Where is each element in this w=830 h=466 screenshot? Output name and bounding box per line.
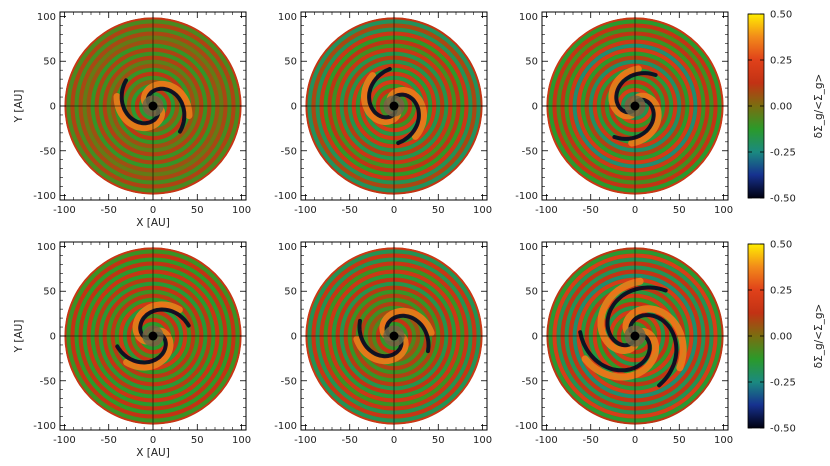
panel-0-2: -100 -50 0 50 100 -100 -50 0 50 100 [515, 11, 733, 216]
y-tick-label: 0 [50, 332, 56, 343]
y-tick-label: -50 [40, 146, 56, 157]
colorbar-tick-label: -0.25 [770, 378, 796, 389]
y-tick-label: 0 [50, 102, 56, 113]
y-tick-label: -100 [515, 421, 538, 432]
colorbar-tick-label: 0.00 [770, 332, 792, 343]
x-tick-label: 50 [673, 435, 686, 446]
spiral-arm-positive [581, 328, 660, 381]
x-tick-label: -100 [535, 435, 558, 446]
y-tick-label: -50 [522, 376, 538, 387]
x-tick-label: -50 [583, 435, 599, 446]
y-tick-label: -100 [274, 421, 297, 432]
x-tick-label: 0 [391, 435, 397, 446]
y-tick-label: -100 [515, 191, 538, 202]
x-tick-label: 100 [232, 435, 251, 446]
y-tick-label: 50 [43, 57, 56, 68]
x-tick-label: -100 [53, 435, 76, 446]
x-tick-label: 0 [632, 205, 638, 216]
y-tick-label: -50 [281, 146, 297, 157]
colorbar-tick-label: -0.50 [770, 424, 796, 435]
colorbar-tick-label: 0.25 [770, 56, 792, 67]
x-tick-label: -50 [342, 435, 358, 446]
y-tick-label: 100 [519, 242, 538, 253]
y-tick-label: 0 [532, 332, 538, 343]
x-tick-label: 50 [191, 205, 204, 216]
x-tick-label: -50 [342, 205, 358, 216]
x-tick-label: 0 [150, 205, 156, 216]
x-tick-label: -100 [294, 205, 317, 216]
colorbar-tick-label: 0.25 [770, 286, 792, 297]
x-tick-label: -50 [101, 435, 117, 446]
x-tick-label: 0 [150, 435, 156, 446]
x-tick-label: -100 [535, 205, 558, 216]
x-axis-label: X [AU] [136, 447, 170, 459]
y-tick-label: 100 [278, 242, 297, 253]
x-tick-label: -50 [101, 205, 117, 216]
x-tick-label: 0 [391, 205, 397, 216]
y-tick-label: 50 [284, 57, 297, 68]
colorbar-0: 0.50 0.25 0.00 -0.25 -0.50 δΣ_g/<Σ_g> [747, 10, 825, 205]
y-tick-label: 50 [43, 287, 56, 298]
x-tick-label: 50 [432, 435, 445, 446]
y-tick-label: -100 [33, 421, 56, 432]
x-tick-label: 100 [714, 205, 733, 216]
spiral-arm-negative [605, 285, 668, 348]
panel-0-0: -100 -50 0 50 100 -100 -50 0 50 100 Y [AU] X [AU] [13, 11, 251, 229]
y-tick-label: 100 [519, 12, 538, 23]
x-tick-label: 100 [473, 205, 492, 216]
y-tick-label: -100 [33, 191, 56, 202]
spiral-arm-positive [597, 277, 644, 354]
x-tick-label: 100 [473, 435, 492, 446]
x-tick-label: 50 [432, 205, 445, 216]
y-tick-label: 50 [525, 57, 538, 68]
colorbar-label: δΣ_g/<Σ_g> [813, 304, 825, 369]
panel-1-1: -100 -50 0 50 100 -100 -50 0 50 100 [274, 241, 492, 446]
colorbar-1: 0.50 0.25 0.00 -0.25 -0.50 δΣ_g/<Σ_g> [747, 240, 825, 435]
colorbar-tick-label: -0.25 [770, 148, 796, 159]
y-tick-label: 100 [37, 12, 56, 23]
y-tick-label: 0 [532, 102, 538, 113]
y-tick-label: 50 [525, 287, 538, 298]
y-tick-label: 100 [37, 242, 56, 253]
x-tick-label: -100 [53, 205, 76, 216]
y-tick-label: -100 [274, 191, 297, 202]
spiral-arm-positive [622, 305, 687, 372]
y-tick-label: 0 [291, 332, 297, 343]
spiral-arm-negative [628, 313, 679, 388]
x-tick-label: 50 [673, 205, 686, 216]
x-tick-label: -50 [583, 205, 599, 216]
colorbar-tick-label: -0.50 [770, 194, 796, 205]
panel-1-0: -100 -50 0 50 100 -100 -50 0 50 100 Y [AU] X [AU] [13, 241, 251, 459]
y-tick-label: 100 [278, 12, 297, 23]
x-tick-label: 100 [232, 205, 251, 216]
y-tick-label: -50 [281, 376, 297, 387]
colorbar-tick-label: 0.50 [770, 240, 792, 251]
y-tick-label: 50 [284, 287, 297, 298]
panel-1-2: -100 -50 0 50 100 -100 -50 0 50 100 [515, 241, 733, 446]
panel-0-1: -100 -50 0 50 100 -100 -50 0 50 100 [274, 11, 492, 216]
y-axis-label: Y [AU] [13, 320, 25, 354]
colorbar-tick-label: 0.50 [770, 10, 792, 21]
y-axis-label: Y [AU] [13, 90, 25, 124]
x-tick-label: -100 [294, 435, 317, 446]
x-tick-label: 50 [191, 435, 204, 446]
y-tick-label: -50 [40, 376, 56, 387]
x-axis-label: X [AU] [136, 217, 170, 229]
colorbar-tick-label: 0.00 [770, 102, 792, 113]
y-tick-label: 0 [291, 102, 297, 113]
y-tick-label: -50 [522, 146, 538, 157]
x-tick-label: 100 [714, 435, 733, 446]
colorbar-label: δΣ_g/<Σ_g> [813, 74, 825, 139]
x-tick-label: 0 [632, 435, 638, 446]
spiral-arm-negative [578, 330, 652, 373]
